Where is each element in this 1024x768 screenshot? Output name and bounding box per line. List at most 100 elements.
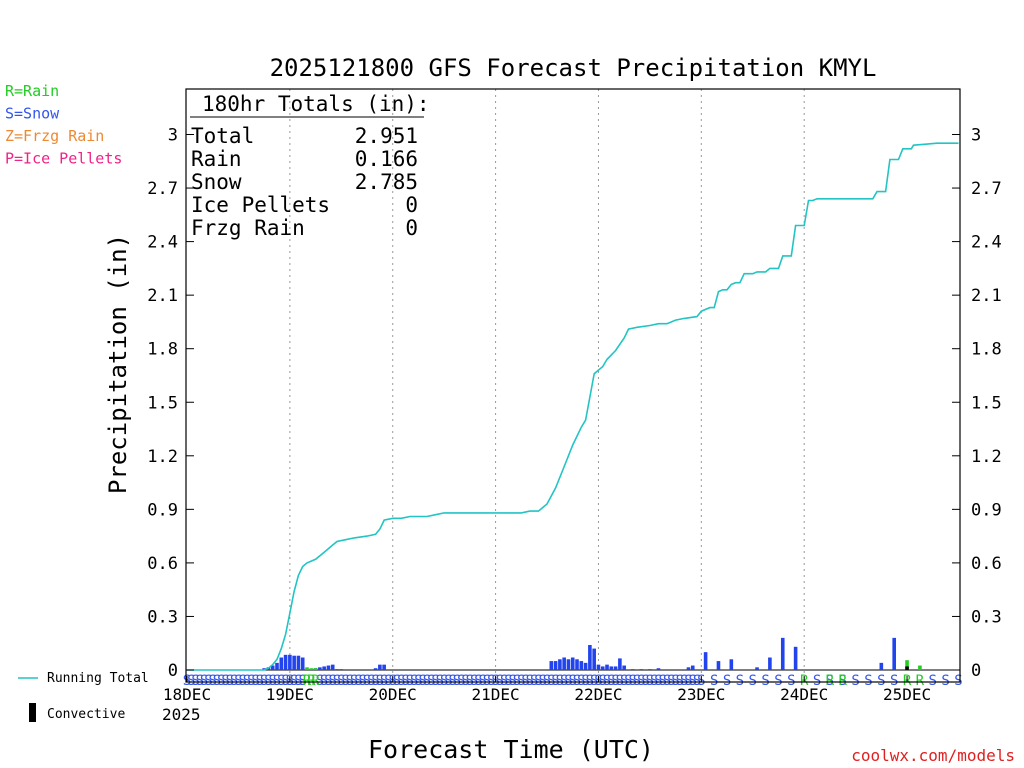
snow-bar bbox=[296, 655, 301, 670]
legend-entry-3: P=Ice Pellets bbox=[5, 150, 122, 168]
ptype-snow-marker: S bbox=[367, 673, 375, 689]
snow-bar bbox=[768, 657, 772, 670]
snow-bar bbox=[648, 669, 652, 670]
ptype-snow-marker: S bbox=[749, 673, 757, 689]
snow-bar bbox=[622, 665, 626, 670]
y-tick-label-right: 1.5 bbox=[971, 393, 1002, 413]
ptype-snow-marker: S bbox=[534, 673, 542, 689]
ptype-snow-marker: S bbox=[603, 673, 611, 689]
snow-bar bbox=[318, 667, 322, 670]
snow-bar bbox=[892, 637, 896, 670]
snow-bar bbox=[382, 664, 386, 670]
ptype-snow-marker: S bbox=[359, 673, 367, 689]
snow-bar bbox=[326, 665, 331, 670]
ptype-snow-marker: S bbox=[230, 673, 238, 689]
ptype-snow-marker: S bbox=[624, 673, 632, 689]
rain-bar bbox=[309, 668, 314, 670]
ptype-rain-marker: R bbox=[839, 673, 848, 689]
snow-bar bbox=[879, 662, 884, 670]
x-tick-label: 18DEC bbox=[163, 685, 211, 704]
ptype-snow-marker: S bbox=[633, 673, 641, 689]
snow-bar bbox=[755, 667, 759, 670]
totals-header: 180hr Totals (in): bbox=[202, 92, 430, 116]
ptype-snow-marker: S bbox=[654, 673, 662, 689]
ptype-snow-marker: S bbox=[187, 673, 195, 689]
totals-label-frzg-rain: Frzg Rain bbox=[191, 216, 305, 240]
y-tick-label: 2.1 bbox=[147, 286, 178, 306]
ptype-snow-marker: S bbox=[440, 673, 448, 689]
ptype-rain-marker: R bbox=[826, 673, 835, 689]
ptype-snow-marker: S bbox=[453, 673, 461, 689]
y-tick-label-right: 0.3 bbox=[971, 607, 1002, 627]
ptype-snow-marker: S bbox=[616, 673, 624, 689]
ptype-snow-marker: S bbox=[581, 673, 589, 689]
ptype-snow-marker: S bbox=[543, 673, 551, 689]
y-tick-label: 1.8 bbox=[147, 340, 178, 360]
snow-bar bbox=[300, 657, 305, 670]
snow-bar bbox=[686, 667, 691, 670]
y-tick-label: 3 bbox=[168, 126, 178, 146]
ptype-snow-marker: S bbox=[659, 673, 667, 689]
ptype-snow-marker: S bbox=[320, 673, 328, 689]
ptype-snow-marker: S bbox=[341, 673, 349, 689]
snow-bar bbox=[618, 658, 622, 670]
ptype-snow-marker: S bbox=[221, 673, 229, 689]
plot-frame bbox=[185, 88, 961, 683]
ptype-snow-marker: S bbox=[774, 673, 782, 689]
ptype-snow-marker: S bbox=[247, 673, 255, 689]
y-tick-label-right: 0 bbox=[971, 661, 981, 681]
totals-label-ice-pellets: Ice Pellets bbox=[191, 193, 330, 217]
ptype-snow-marker: S bbox=[264, 673, 272, 689]
ptype-snow-marker: S bbox=[629, 673, 637, 689]
snow-bar bbox=[292, 655, 296, 670]
totals-value-total: 2.951 bbox=[355, 124, 418, 148]
ptype-snow-marker: S bbox=[646, 673, 654, 689]
ptype-snow-marker: S bbox=[196, 673, 204, 689]
snow-bar bbox=[588, 645, 592, 670]
ptype-snow-marker: S bbox=[663, 673, 671, 689]
ptype-snow-marker: S bbox=[281, 673, 289, 689]
ptype-snow-marker: S bbox=[513, 673, 521, 689]
snow-bar bbox=[716, 661, 721, 670]
snow-bar bbox=[656, 668, 661, 670]
x-axis-label: Forecast Time (UTC) bbox=[368, 735, 654, 764]
ptype-snow-marker: S bbox=[200, 673, 208, 689]
ptype-snow-marker: S bbox=[599, 673, 607, 689]
ptype-snow-marker: S bbox=[376, 673, 384, 689]
snow-bar bbox=[579, 661, 584, 670]
snow-bar bbox=[283, 654, 288, 670]
ptype-snow-marker: S bbox=[517, 673, 525, 689]
snow-bar bbox=[562, 657, 566, 670]
snow-bar bbox=[558, 659, 562, 670]
ptype-snow-marker: S bbox=[693, 673, 701, 689]
axis-ticks: 0 00.3 0.30.6 0.60.9 0.91.2 1.21.5 1.51.8 1.82.… bbox=[147, 126, 1001, 705]
y-tick-label: 1.5 bbox=[147, 393, 178, 413]
totals-value-ice-pellets: 0 bbox=[405, 193, 418, 217]
totals-value-rain: 0.166 bbox=[355, 147, 418, 171]
ptype-snow-marker: S bbox=[256, 673, 264, 689]
totals-value-snow: 2.785 bbox=[355, 170, 418, 194]
ptype-snow-marker: S bbox=[573, 673, 581, 689]
y-tick-label: 0 bbox=[168, 661, 178, 681]
rain-bar bbox=[305, 667, 309, 670]
ptype-snow-marker: S bbox=[864, 673, 872, 689]
y-tick-label-right: 1.8 bbox=[971, 340, 1002, 360]
ptype-snow-marker: S bbox=[607, 673, 615, 689]
ptype-snow-marker: S bbox=[273, 673, 281, 689]
snow-bar bbox=[639, 669, 644, 670]
ptype-snow-marker: S bbox=[954, 673, 962, 689]
ptype-snow-marker: S bbox=[354, 673, 362, 689]
ptype-snow-marker: S bbox=[226, 673, 234, 689]
snow-bar bbox=[703, 652, 708, 670]
y-tick-label-right: 2.4 bbox=[971, 233, 1002, 253]
ptype-snow-marker: S bbox=[393, 673, 401, 689]
ptype-snow-marker: S bbox=[470, 673, 478, 689]
ptype-snow-marker: S bbox=[641, 673, 649, 689]
running-total-line bbox=[187, 142, 959, 671]
x-tick-label: 23DEC bbox=[677, 685, 725, 704]
ptype-snow-marker: S bbox=[564, 673, 572, 689]
x-tick-label: 22DEC bbox=[574, 685, 622, 704]
ptype-snow-marker: S bbox=[423, 673, 431, 689]
ptype-snow-marker: S bbox=[787, 673, 795, 689]
